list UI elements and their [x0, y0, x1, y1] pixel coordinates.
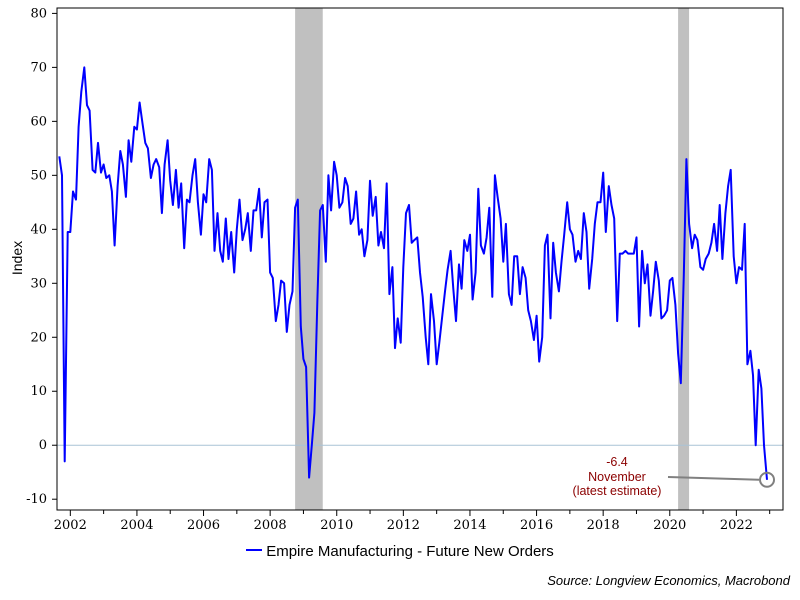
x-tick-label: 2016 [520, 518, 553, 533]
x-tick-label: 2022 [720, 518, 753, 533]
legend-label: Empire Manufacturing - Future New Orders [266, 543, 554, 560]
y-tick-label: 40 [30, 222, 47, 237]
plot-frame [56, 7, 784, 511]
annotation-marker [759, 471, 776, 488]
y-axis: -10 0 10 20 30 40 50 60 70 80 [26, 6, 57, 507]
annotation-pointer [667, 476, 760, 481]
y-tick-label: 60 [30, 114, 47, 129]
y-tick-label: 30 [30, 276, 47, 291]
legend-swatch [246, 549, 263, 552]
source-note: Source: Longview Economics, Macrobond [547, 573, 790, 588]
series-line-0 [58, 66, 768, 480]
recession-bands [295, 8, 690, 510]
legend: Empire Manufacturing - Future New Orders [0, 543, 800, 560]
x-tick-label: 2010 [320, 518, 353, 533]
x-tick-label: 2002 [54, 518, 87, 533]
x-tick-label: 2020 [653, 518, 686, 533]
x-tick-label: 2012 [387, 518, 420, 533]
x-tick-label: 2004 [120, 518, 153, 533]
y-tick-label: -10 [26, 492, 47, 507]
series-layer [58, 66, 768, 480]
y-axis-label: Index [9, 241, 25, 275]
y-tick-label: 20 [30, 330, 47, 345]
x-tick-label: 2018 [587, 518, 620, 533]
annotation-value: -6.4 [606, 455, 628, 469]
y-tick-label: 50 [30, 168, 47, 183]
y-tick-label: 70 [30, 60, 47, 75]
y-tick-label: 10 [30, 384, 47, 399]
x-axis: 2002 2004 2006 2008 2010 2012 2014 2016 2018 2020… [54, 510, 771, 533]
annotation: -6.4 November (latest estimate) [573, 455, 776, 498]
y-tick-label: 80 [30, 6, 47, 21]
annotation-month: November [588, 470, 646, 484]
x-tick-label: 2008 [254, 518, 287, 533]
x-tick-label: 2006 [187, 518, 220, 533]
annotation-note: (latest estimate) [573, 484, 662, 498]
y-tick-label: 0 [39, 438, 47, 453]
x-tick-label: 2014 [453, 518, 486, 533]
